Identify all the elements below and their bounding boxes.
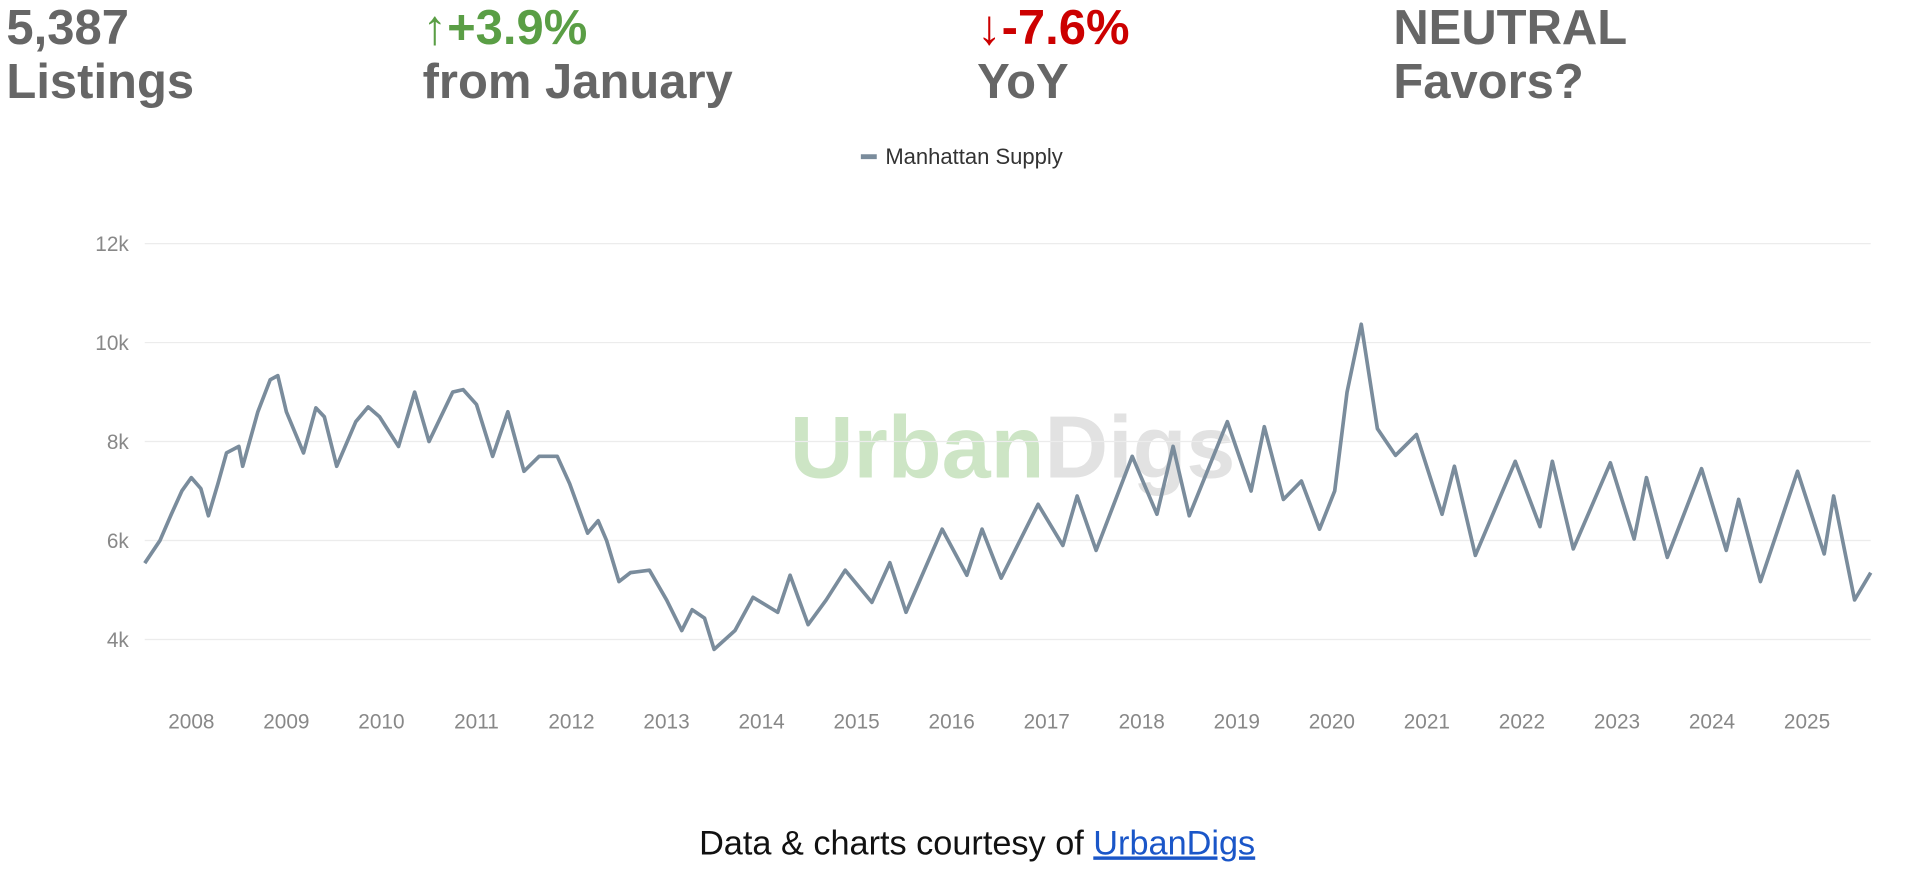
stat-label: Listings bbox=[6, 55, 194, 109]
x-tick-label: 2025 bbox=[1784, 710, 1830, 733]
x-tick-label: 2015 bbox=[833, 710, 879, 733]
stat-value: NEUTRAL bbox=[1393, 1, 1627, 55]
y-tick-label: 12k bbox=[95, 233, 129, 256]
x-tick-label: 2008 bbox=[168, 710, 214, 733]
stat-label: Favors? bbox=[1393, 55, 1583, 109]
stat-label: YoY bbox=[977, 55, 1069, 109]
footer: Data & charts courtesy of UrbanDigs bbox=[699, 824, 1255, 862]
x-tick-label: 2019 bbox=[1214, 710, 1260, 733]
y-tick-label: 4k bbox=[107, 629, 130, 652]
x-tick-label: 2013 bbox=[643, 710, 689, 733]
footer-text: Data & charts courtesy of bbox=[699, 824, 1093, 862]
x-tick-label: 2020 bbox=[1309, 710, 1355, 733]
x-tick-label: 2014 bbox=[738, 710, 784, 733]
x-tick-label: 2012 bbox=[548, 710, 594, 733]
chart: 4k 6k 8k 10k 12k 2008 2009 2010 2011 2012 2013 2014… bbox=[95, 144, 1873, 733]
legend-label: Manhattan Supply bbox=[885, 144, 1062, 169]
x-tick-label: 2016 bbox=[929, 710, 975, 733]
x-tick-label: 2021 bbox=[1404, 710, 1450, 733]
y-tick-label: 6k bbox=[107, 530, 130, 553]
x-tick-label: 2011 bbox=[454, 710, 499, 733]
watermark-digs: Digs bbox=[1044, 397, 1235, 496]
series-line bbox=[143, 322, 1873, 652]
x-tick-label: 2022 bbox=[1499, 710, 1545, 733]
y-tick-label: 8k bbox=[107, 431, 130, 454]
x-tick-label: 2024 bbox=[1689, 710, 1735, 733]
stat-value: ↓-7.6% bbox=[977, 1, 1129, 55]
footer-link[interactable]: UrbanDigs bbox=[1093, 824, 1255, 862]
stat-label: from January bbox=[423, 55, 733, 109]
stat-value: ↑+3.9% bbox=[423, 1, 588, 55]
x-tick-label: 2018 bbox=[1119, 710, 1165, 733]
x-tick-label: 2023 bbox=[1594, 710, 1640, 733]
y-tick-label: 10k bbox=[95, 332, 129, 355]
x-tick-label: 2009 bbox=[263, 710, 309, 733]
watermark: UrbanDigs bbox=[790, 397, 1236, 496]
x-tick-label: 2010 bbox=[358, 710, 404, 733]
watermark-urban: Urban bbox=[790, 397, 1045, 496]
x-tick-label: 2017 bbox=[1024, 710, 1070, 733]
stat-value: 5,387 bbox=[6, 1, 129, 55]
